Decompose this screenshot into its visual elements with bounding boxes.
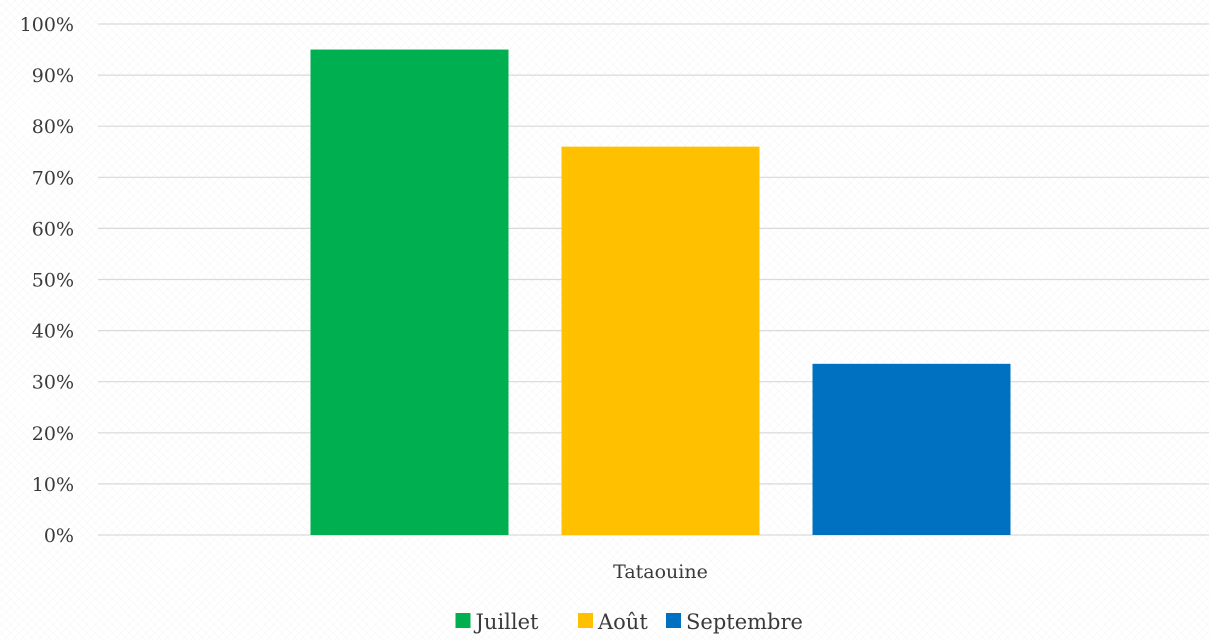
legend-swatch — [578, 613, 593, 628]
legend: Juillet Août Septembre — [455, 610, 803, 634]
bar-septembre — [812, 363, 1011, 535]
bar-ao-t — [561, 146, 760, 535]
x-axis-categories: Tataouine — [613, 561, 708, 583]
legend-swatch — [666, 613, 681, 628]
legend-label: Septembre — [686, 610, 803, 634]
y-tick-label: 70% — [32, 167, 74, 189]
legend-swatch — [455, 613, 471, 628]
y-tick-label: 0% — [44, 525, 74, 547]
y-tick-label: 30% — [32, 372, 74, 394]
y-tick-label: 10% — [32, 474, 74, 496]
bars — [310, 49, 1011, 536]
y-axis-ticks: 0% 10% 20% 30% 40% 50% 60% 70% 80% 90% 100% — [20, 14, 74, 547]
legend-label: Juillet — [474, 610, 540, 634]
y-tick-label: 20% — [32, 423, 74, 445]
y-tick-label: 90% — [32, 65, 74, 87]
y-tick-label: 100% — [20, 14, 74, 36]
y-tick-label: 60% — [32, 218, 74, 240]
legend-item-septembre: Septembre — [666, 610, 803, 634]
y-tick-label: 80% — [32, 116, 74, 138]
legend-item-ao-t: Août — [578, 610, 648, 634]
y-tick-label: 50% — [32, 270, 74, 292]
bar-juillet — [310, 49, 509, 536]
y-tick-label: 40% — [32, 321, 74, 343]
legend-label: Août — [597, 610, 648, 634]
x-category-label: Tataouine — [613, 561, 708, 583]
legend-item-juillet: Juillet — [455, 610, 540, 634]
